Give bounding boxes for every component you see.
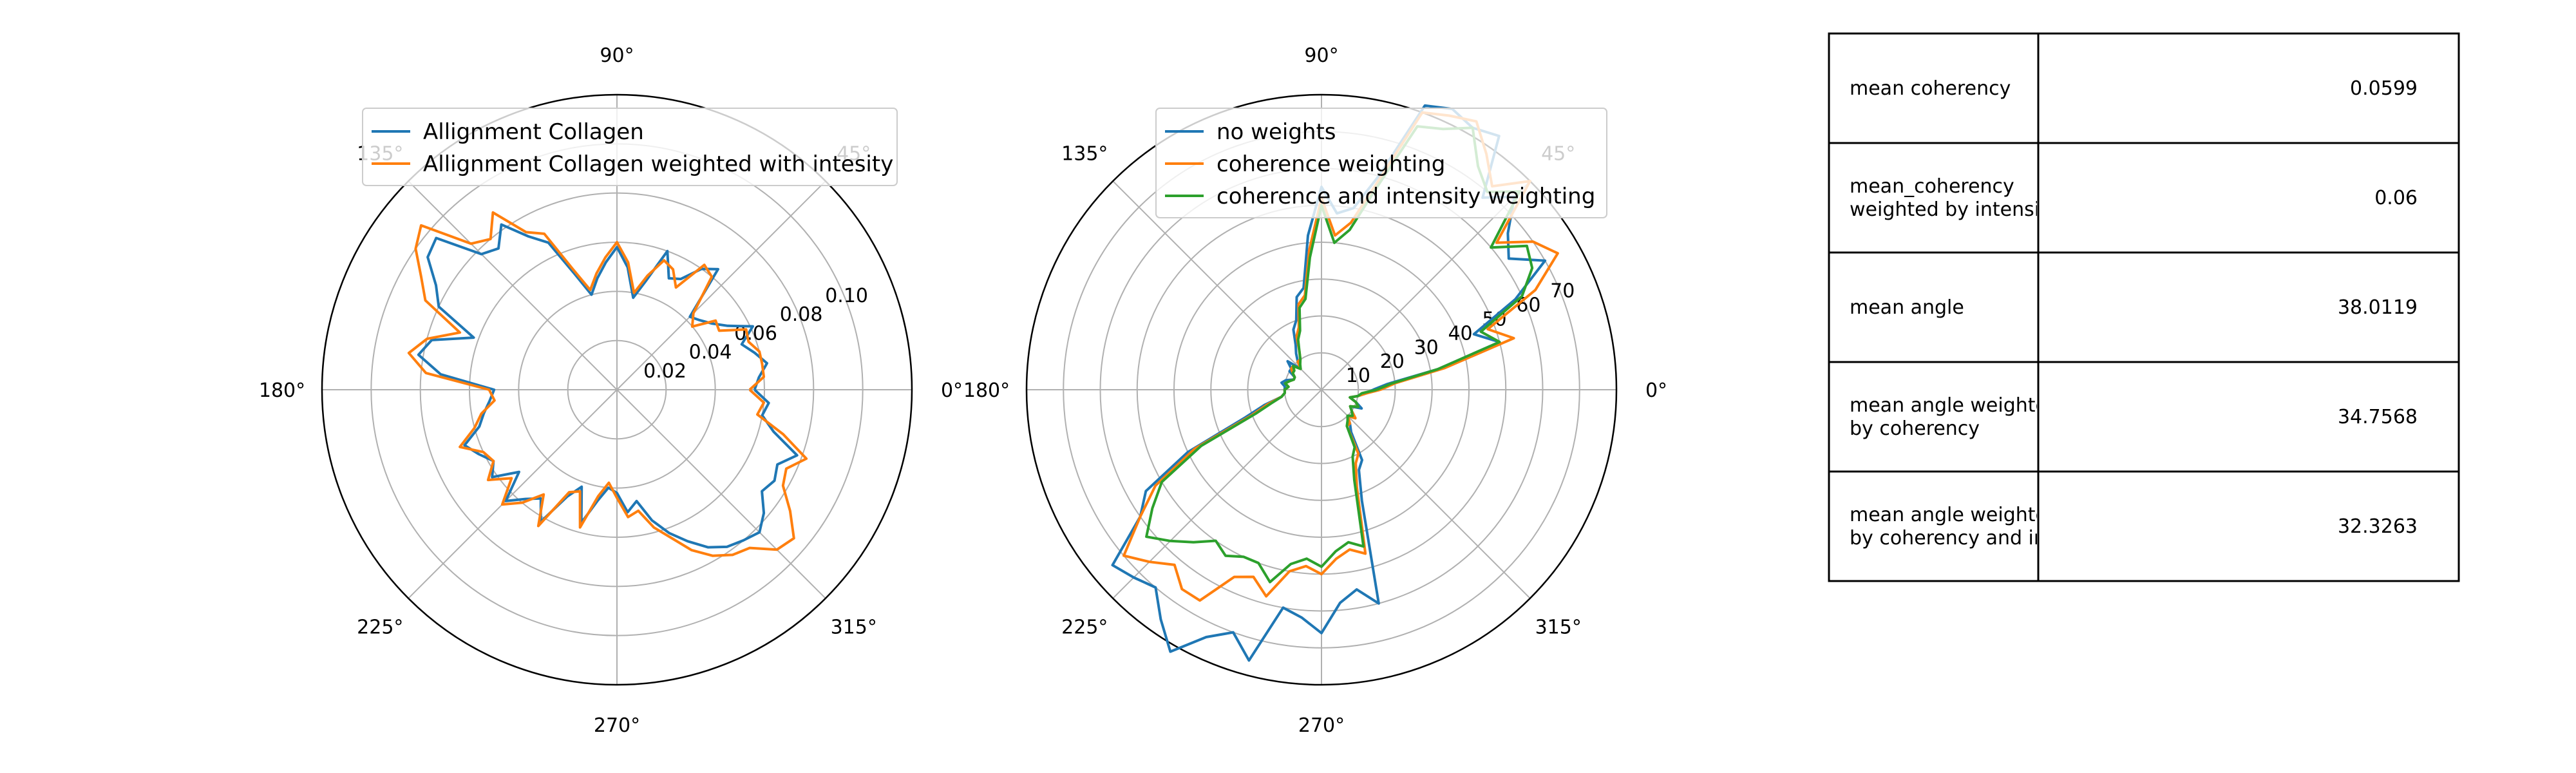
radial-tick-label: 0.10 [825, 285, 868, 307]
legend: no weights coherence weighting coherence a… [1155, 108, 1607, 218]
table-cell-value [2037, 142, 2460, 254]
table-cell-label [1828, 361, 2040, 473]
angular-gridline [408, 389, 618, 599]
angle-tick-label: 270° [1298, 714, 1345, 737]
angle-tick-label: 180° [259, 379, 305, 402]
table-cell-value [2037, 32, 2460, 144]
legend-frame [362, 108, 898, 186]
table-row-value: 0.0599 [2350, 77, 2418, 100]
series-line [407, 211, 808, 557]
table-row-label: mean angle weighte by coherency and in [1850, 504, 2047, 549]
radial-tick-label: 40 [1448, 322, 1472, 345]
radial-tick-label: 20 [1380, 350, 1405, 373]
table-row-value: 34.7568 [2338, 406, 2418, 428]
angle-tick-label: 180° [963, 379, 1010, 402]
legend-frame [1155, 108, 1607, 218]
angle-tick-label: 0° [941, 379, 963, 402]
polar-chart-weighting-comparison: 0°45°90°135°180°225°270°315°102030405060… [963, 44, 1667, 737]
legend-label: Allignment Collagen weighted with intesi… [423, 151, 893, 177]
angular-gridline [1112, 180, 1322, 390]
table-row-label: mean angle weighte by coherency [1850, 394, 2047, 440]
polar-spine [1025, 93, 1618, 686]
angle-tick-label: 315° [831, 616, 877, 639]
table-cell-value [2037, 470, 2460, 582]
table-cell-value [2037, 251, 2460, 363]
angle-tick-label: 90° [600, 44, 634, 67]
angular-gridline [616, 180, 826, 390]
angle-tick-label: 315° [1535, 616, 1582, 639]
table-row-label: mean coherency [1850, 77, 2011, 100]
table-cell-label [1828, 142, 2040, 254]
table-row: mean angle 38.0119 [1828, 251, 2460, 363]
table-row-value: 32.3263 [2338, 515, 2418, 538]
radial-tick-label: 0.02 [643, 360, 687, 383]
table-row: mean coherency 0.0599 [1828, 32, 2460, 144]
legend-label: Allignment Collagen [423, 119, 644, 145]
series-line [417, 223, 799, 549]
radial-tick-label: 30 [1414, 336, 1439, 359]
legend-label: coherence weighting [1217, 151, 1445, 177]
radial-tick-label: 0.04 [689, 341, 732, 364]
table-cell-label [1828, 32, 2040, 144]
angle-tick-label: 135° [1061, 142, 1108, 165]
angle-tick-label: 90° [1304, 44, 1338, 67]
angle-tick-label: 270° [594, 714, 640, 737]
angle-tick-label: 0° [1645, 379, 1667, 402]
table-row: mean_coherency weighted by intensit 0.06 [1828, 142, 2460, 254]
angle-tick-label: 225° [357, 616, 403, 639]
angle-tick-label: 225° [1061, 616, 1108, 639]
legend: Allignment Collagen Allignment Collagen w… [362, 108, 898, 186]
angular-gridline [1321, 389, 1531, 599]
legend-label: no weights [1217, 119, 1336, 145]
polar-chart-collagen-alignment: 0°45°90°135°180°225°270°315°0.020.040.06… [259, 44, 963, 737]
radial-tick-label: 70 [1550, 280, 1575, 303]
table-row-value: 0.06 [2374, 187, 2418, 209]
table-cell-label [1828, 251, 2040, 363]
table-row-label: mean_coherency weighted by intensit [1850, 175, 2047, 221]
table-cell-value [2037, 361, 2460, 473]
angular-gridline [408, 180, 618, 390]
radial-tick-label: 0.08 [780, 303, 823, 326]
statistics-table: mean coherency 0.0599 mean_coherency weight… [1828, 32, 2460, 582]
table-row-value: 38.0119 [2338, 296, 2418, 319]
table-row: mean angle weighte by coherency and in 32.… [1828, 470, 2460, 582]
radial-tick-label: 10 [1346, 365, 1370, 387]
polar-spine [321, 93, 913, 686]
table-row: mean angle weighte by coherency 34.7568 [1828, 361, 2460, 473]
angular-gridline [1112, 389, 1322, 599]
angular-gridline [616, 389, 826, 599]
table-row-label: mean angle [1850, 296, 1964, 319]
table-cell-label [1828, 470, 2040, 582]
legend-label: coherence and intensity weighting [1217, 184, 1595, 209]
